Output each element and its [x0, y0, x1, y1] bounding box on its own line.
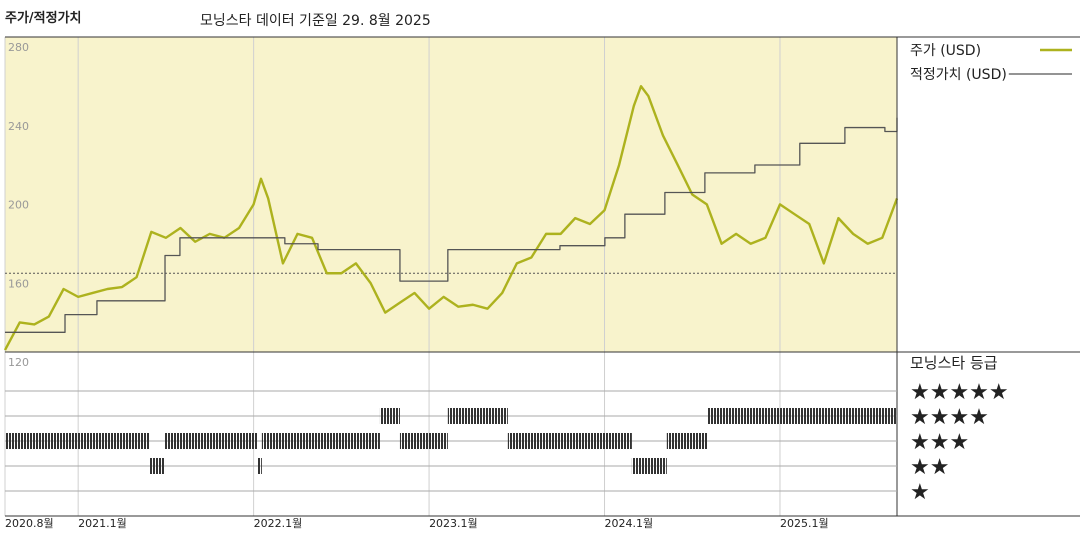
- y-tick-label: 240: [8, 120, 29, 133]
- rating-period: [5, 433, 150, 449]
- frame: [5, 36, 1080, 517]
- x-tick-label: 2023.1월: [429, 517, 478, 530]
- chart-subtitle: 모닝스타 데이터 기준일 29. 8월 2025: [200, 13, 431, 29]
- rating-label: ★★★★★: [910, 380, 1009, 405]
- rating-label: ★★: [910, 455, 949, 480]
- rating-period: [507, 433, 632, 449]
- rating-period: [258, 458, 262, 474]
- rating-period: [165, 433, 259, 449]
- y-tick-label: 200: [8, 199, 29, 212]
- rating-period: [631, 458, 667, 474]
- rating-period: [447, 408, 508, 424]
- x-tick-label: 2021.1월: [78, 517, 127, 530]
- y-tick-label: 280: [8, 41, 29, 54]
- series-line: [3, 85, 899, 351]
- series-line: [5, 117, 898, 333]
- legend-label: 주가 (USD): [910, 43, 981, 59]
- chart-title: 주가/적정가치: [5, 10, 82, 26]
- rating-period: [379, 408, 400, 424]
- rating-period: [399, 433, 448, 449]
- ratings-title: 모닝스타 등급: [910, 354, 998, 372]
- rating-label: ★: [910, 480, 930, 505]
- rating-period: [261, 433, 380, 449]
- rating-period: [707, 408, 897, 424]
- plot-background: [5, 37, 897, 352]
- x-tick-label: 2020.8월: [5, 517, 54, 530]
- legend-label: 적정가치 (USD): [910, 67, 1007, 83]
- y-tick-label: 160: [8, 277, 29, 290]
- rating-period: [666, 433, 708, 449]
- x-tick-label: 2025.1월: [780, 517, 829, 530]
- x-tick-label: 2022.1월: [254, 517, 303, 530]
- rating-period: [149, 458, 166, 474]
- x-tick-label: 2024.1월: [605, 517, 654, 530]
- rating-label: ★★★: [910, 430, 969, 455]
- rating-label: ★★★★: [910, 405, 989, 430]
- y-tick-label: 120: [8, 356, 29, 369]
